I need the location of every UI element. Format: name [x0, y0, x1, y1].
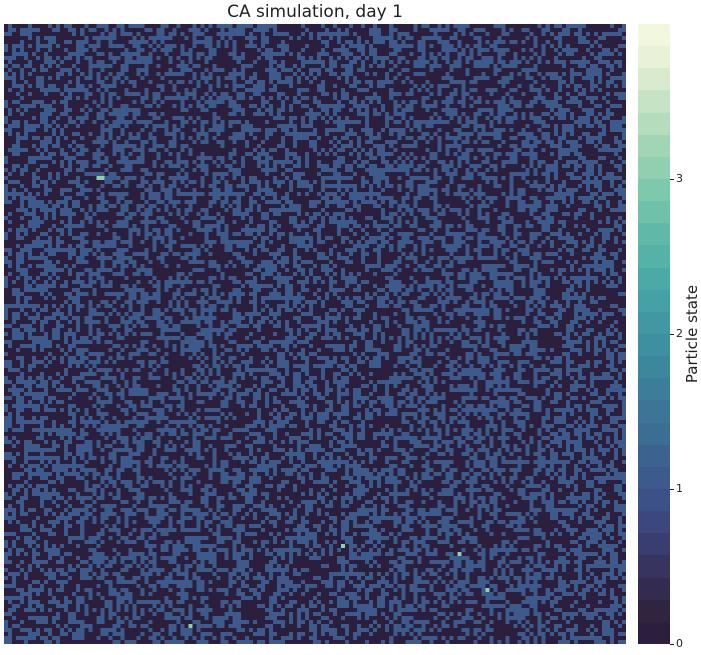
colorbar-tick [670, 179, 674, 180]
colorbar-segment [638, 112, 670, 135]
chart-title: CA simulation, day 1 [227, 2, 403, 22]
colorbar-segment [638, 356, 670, 379]
colorbar [638, 24, 670, 644]
colorbar-tick-label: 0 [676, 637, 683, 650]
colorbar-segment [638, 90, 670, 113]
colorbar-tick [670, 489, 674, 490]
heatmap-canvas [4, 24, 626, 644]
heatmap-grid [4, 24, 626, 644]
colorbar-segment [638, 555, 670, 578]
colorbar-segment [638, 156, 670, 180]
colorbar-segment [638, 267, 670, 290]
colorbar-segment [638, 68, 670, 91]
colorbar-tick-label: 1 [676, 482, 683, 495]
colorbar-segment [638, 489, 670, 512]
colorbar-segment [638, 422, 670, 445]
colorbar-segment [638, 334, 670, 357]
colorbar-segment [638, 577, 670, 600]
colorbar-segment [638, 245, 670, 268]
colorbar-tick [670, 334, 674, 335]
colorbar-segment [638, 444, 670, 467]
colorbar-segment [638, 24, 670, 47]
colorbar-segment [638, 599, 670, 622]
colorbar-segment [638, 378, 670, 401]
colorbar-tick [670, 644, 674, 645]
colorbar-segment [638, 201, 670, 224]
colorbar-label: Particle state [683, 284, 701, 384]
colorbar-tick-label: 3 [676, 172, 683, 185]
colorbar-segment [638, 223, 670, 246]
colorbar-segment [638, 134, 670, 157]
colorbar-segment [638, 400, 670, 423]
colorbar-segment [638, 179, 670, 202]
colorbar-tick-label: 2 [676, 327, 683, 340]
colorbar-segment [638, 289, 670, 312]
colorbar-segment [638, 533, 670, 556]
colorbar-segment [638, 46, 670, 69]
colorbar-segment [638, 621, 670, 644]
colorbar-segment [638, 466, 670, 490]
colorbar-segment [638, 311, 670, 335]
colorbar-segment [638, 511, 670, 534]
